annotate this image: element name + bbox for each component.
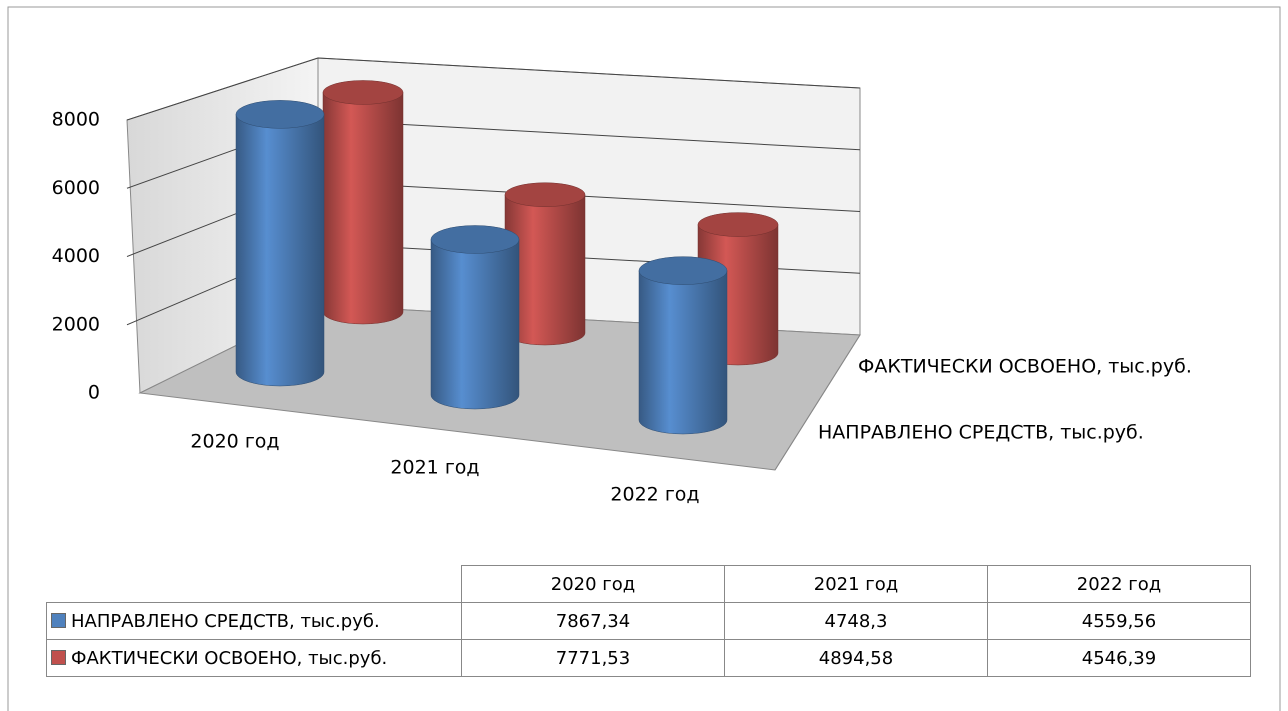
frame xyxy=(7,6,1281,711)
cylinder-body xyxy=(235,114,325,387)
depth-label: ФАКТИЧЕСКИ ОСВОЕНО, тыс.руб. xyxy=(858,356,1192,378)
blank-cell xyxy=(46,565,462,603)
depth-label: НАПРАВЛЕНО СРЕДСТВ, тыс.руб. xyxy=(818,422,1144,444)
cell: 4748,3 xyxy=(724,602,988,640)
legend-key xyxy=(51,612,66,628)
y-tick-label: 0 xyxy=(88,382,100,404)
x-tick-label: 2021 год xyxy=(390,457,479,479)
cylinder-top xyxy=(697,212,779,237)
legend-text: НАПРАВЛЕНО СРЕДСТВ, тыс.руб. xyxy=(71,610,380,632)
cylinder xyxy=(235,100,325,387)
legend-text: ФАКТИЧЕСКИ ОСВОЕНО, тыс.руб. xyxy=(71,647,388,669)
cylinder xyxy=(322,80,404,325)
cylinder-top xyxy=(430,225,520,254)
cell: 4546,39 xyxy=(987,639,1251,677)
grid-line xyxy=(126,57,861,121)
y-tick-label: 4000 xyxy=(52,245,100,267)
legend-key xyxy=(51,649,66,665)
y-tick-label: 6000 xyxy=(52,177,100,199)
cylinder-top xyxy=(638,256,728,285)
cell: 4894,58 xyxy=(724,639,988,677)
cylinder-body xyxy=(322,92,404,325)
x-tick-label: 2020 год xyxy=(190,431,279,453)
cylinder-top xyxy=(235,100,325,129)
header-cell: 2021 год xyxy=(724,565,988,603)
cell: 7867,34 xyxy=(461,602,725,640)
y-tick-label: 2000 xyxy=(52,313,100,335)
y-tick-label: 8000 xyxy=(52,109,100,131)
cylinder-top xyxy=(504,182,586,207)
cylinder xyxy=(638,256,728,435)
data-table: 2020 год 2021 год 2022 год НАПРАВЛЕНО СР… xyxy=(46,565,1251,677)
row-label: ФАКТИЧЕСКИ ОСВОЕНО, тыс.руб. xyxy=(46,639,462,677)
cell: 4559,56 xyxy=(987,602,1251,640)
cylinder-body xyxy=(638,270,728,435)
x-tick-label: 2022 год xyxy=(610,484,699,506)
header-cell: 2020 год xyxy=(461,565,725,603)
header-cell: 2022 год xyxy=(987,565,1251,603)
plot: 0 2000 4000 6000 8000 2020 год 2021 год 2022 го… xyxy=(52,57,1192,506)
cylinder xyxy=(430,225,520,410)
row-label: НАПРАВЛЕНО СРЕДСТВ, тыс.руб. xyxy=(46,602,462,640)
depth-axis xyxy=(774,334,861,471)
cell: 7771,53 xyxy=(461,639,725,677)
cylinder-top xyxy=(322,80,404,105)
cylinder-body xyxy=(430,239,520,410)
